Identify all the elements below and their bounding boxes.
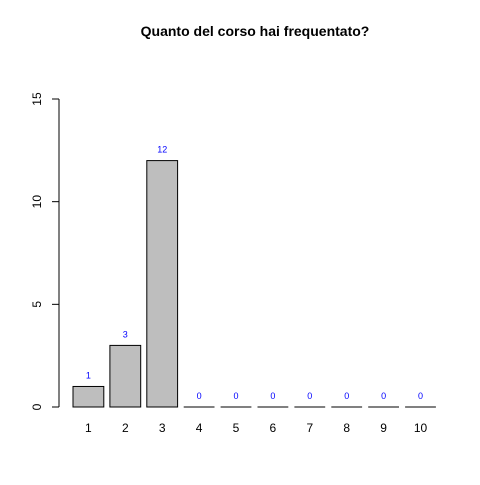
- y-tick-label: 10: [30, 195, 44, 209]
- bar-value-label: 0: [233, 391, 238, 401]
- x-tick-label: 3: [159, 421, 166, 435]
- x-tick-label: 10: [414, 421, 428, 435]
- x-tick-label: 1: [85, 421, 92, 435]
- x-tick-label: 8: [343, 421, 350, 435]
- chart-title: Quanto del corso hai frequentato?: [141, 23, 370, 39]
- bar-value-label: 3: [123, 329, 128, 339]
- y-tick-label: 0: [30, 403, 44, 410]
- bar-value-label: 0: [270, 391, 275, 401]
- bar-value-label: 1: [86, 370, 91, 380]
- y-tick-label: 15: [30, 92, 44, 106]
- x-tick-label: 6: [270, 421, 277, 435]
- bar: [146, 160, 179, 408]
- y-axis: 0 5 10 15: [30, 92, 60, 410]
- bar-value-label: 0: [307, 391, 312, 401]
- x-tick-label: 2: [122, 421, 129, 435]
- bar: [109, 344, 142, 408]
- bar-value-label: 0: [381, 391, 386, 401]
- bar-value-label: 0: [197, 391, 202, 401]
- bar-value-label: 12: [157, 145, 167, 155]
- y-tick-label: 5: [30, 301, 44, 308]
- x-tick-label: 7: [306, 421, 313, 435]
- bar-value-label: 0: [344, 391, 349, 401]
- x-tick-label: 5: [233, 421, 240, 435]
- x-tick-label: 4: [196, 421, 203, 435]
- bars-group: [72, 160, 436, 408]
- bar-value-label: 0: [418, 391, 423, 401]
- x-tick-label: 9: [380, 421, 387, 435]
- bar: [72, 385, 105, 408]
- x-tick-labels-group: 1 2 3 4 5 6 7 8 9 10: [85, 421, 427, 435]
- value-labels-group: 1 3 12 0 0 0 0 0 0 0: [86, 145, 423, 401]
